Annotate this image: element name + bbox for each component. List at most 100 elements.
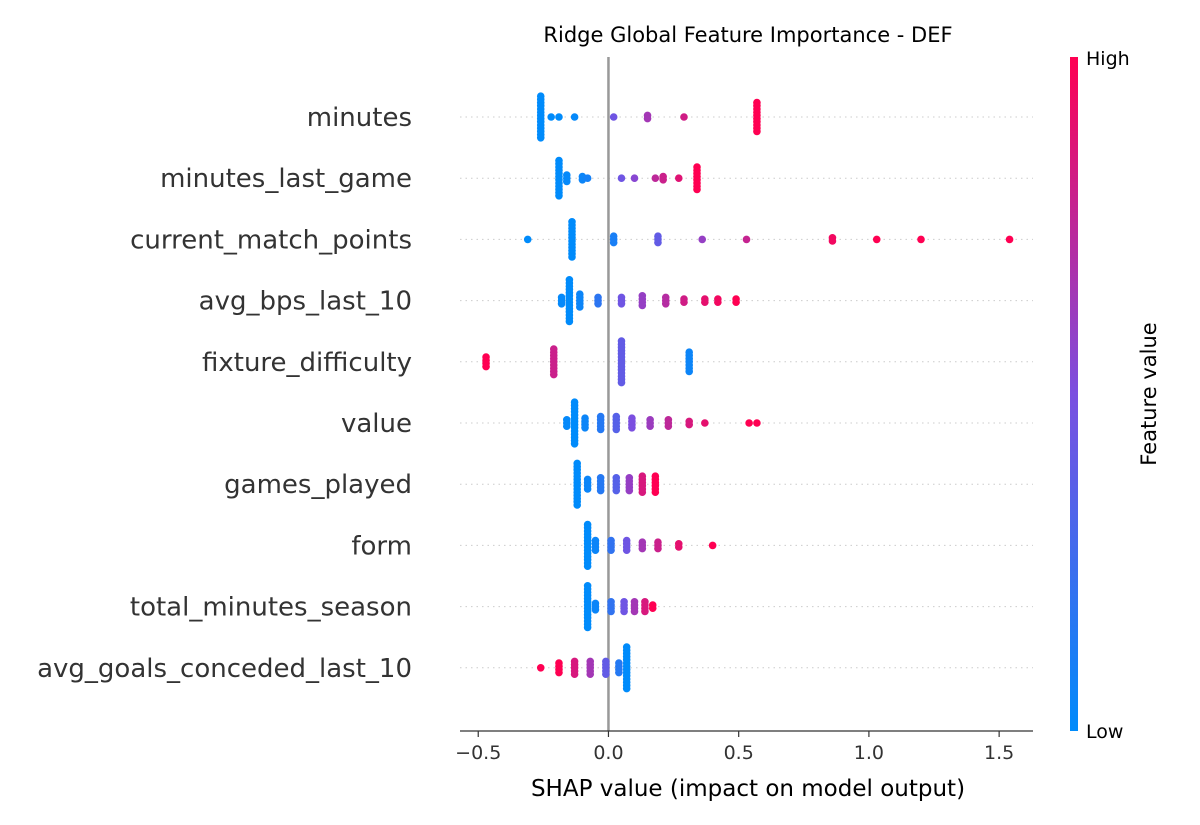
- shap-point: [557, 300, 566, 308]
- feature-label: minutes: [307, 103, 412, 133]
- shap-point: [664, 422, 673, 431]
- shap-point: [573, 501, 581, 509]
- shap-point: [523, 235, 532, 244]
- shap-point: [562, 422, 571, 431]
- shap-point: [596, 425, 605, 434]
- shap-point: [555, 113, 563, 121]
- shap-point: [753, 419, 761, 427]
- shap-point: [698, 235, 707, 244]
- shap-point: [622, 684, 631, 693]
- shap-point: [674, 543, 683, 551]
- shap-point: [583, 485, 592, 493]
- shap-point: [641, 607, 649, 616]
- x-tick-label: 0.5: [724, 742, 754, 764]
- shap-point: [591, 606, 600, 614]
- feature-label: total_minutes_season: [130, 593, 412, 623]
- shap-point: [628, 424, 636, 432]
- colorbar-high-label: High: [1086, 48, 1130, 70]
- shap-point: [609, 238, 618, 247]
- shap-point: [549, 370, 558, 379]
- shap-point: [638, 544, 647, 553]
- shap-point: [615, 668, 623, 677]
- shap-point: [643, 114, 652, 123]
- colorbar-gradient: [1070, 57, 1078, 731]
- feature-labels: minutes minutes_last_game current_match_po…: [37, 103, 412, 684]
- shap-point: [570, 670, 579, 678]
- shap-point: [562, 177, 571, 186]
- shap-point: [648, 604, 657, 612]
- shap-point: [917, 235, 925, 244]
- shap-point: [654, 544, 662, 553]
- shap-point: [625, 486, 634, 495]
- shap-point: [732, 298, 740, 307]
- shap-point: [661, 300, 670, 308]
- shap-point: [570, 440, 579, 448]
- shap-point: [659, 176, 667, 184]
- shap-point: [654, 238, 662, 247]
- shap-point: [568, 253, 576, 261]
- shap-point: [708, 541, 717, 550]
- shap-point: [565, 317, 574, 326]
- x-axis-title: SHAP value (impact on model output): [531, 776, 965, 802]
- x-axis-ticks: −0.5 0.0 0.5 1.0 1.5: [455, 731, 1014, 764]
- colorbar-low-label: Low: [1086, 721, 1123, 743]
- shap-point: [617, 174, 626, 182]
- shap-point: [596, 486, 605, 495]
- shap-point: [555, 192, 563, 200]
- shap-point: [594, 300, 602, 308]
- shap-point: [591, 546, 600, 554]
- shap-point: [602, 670, 610, 678]
- shap-point: [693, 185, 701, 194]
- shap-point: [536, 664, 545, 672]
- shap-point: [646, 422, 654, 431]
- shap-point: [651, 488, 660, 497]
- feature-label: avg_goals_conceded_last_10: [37, 654, 412, 684]
- shap-point: [680, 298, 688, 307]
- shap-point: [620, 607, 628, 616]
- feature-label: current_match_points: [130, 225, 412, 255]
- shap-point: [583, 623, 592, 632]
- shap-point: [612, 486, 621, 495]
- feature-label: games_played: [224, 470, 412, 500]
- shap-point: [638, 488, 647, 497]
- shap-point: [583, 174, 592, 182]
- shap-point: [638, 301, 647, 310]
- shap-point: [701, 419, 709, 427]
- shap-point: [1005, 235, 1014, 244]
- shap-point: [674, 174, 683, 182]
- shap-point: [872, 235, 881, 244]
- shap-point: [612, 425, 621, 434]
- x-tick-label: −0.5: [455, 742, 501, 764]
- x-tick-label: 0.0: [593, 742, 623, 764]
- shap-point: [742, 235, 751, 244]
- feature-label: avg_bps_last_10: [199, 287, 412, 317]
- feature-label: fixture_difficulty: [202, 348, 412, 378]
- shap-point: [685, 420, 693, 429]
- shap-point: [536, 134, 545, 142]
- feature-label: minutes_last_game: [160, 164, 412, 194]
- x-tick-label: 1.5: [984, 742, 1014, 764]
- shap-point: [630, 607, 639, 616]
- shap-point: [714, 298, 722, 307]
- shap-point: [570, 113, 579, 121]
- shap-point: [828, 237, 837, 245]
- shap-point: [701, 298, 709, 307]
- shap-point: [576, 303, 584, 311]
- shap-point: [586, 670, 595, 678]
- chart-title: Ridge Global Feature Importance - DEF: [543, 23, 952, 47]
- shap-point: [617, 300, 626, 308]
- shap-point: [547, 113, 555, 121]
- shap-point: [753, 127, 761, 136]
- shap-point: [609, 113, 618, 121]
- colorbar: High Low Feature value: [1070, 48, 1161, 743]
- feature-label: value: [341, 409, 412, 439]
- shap-point: [651, 174, 660, 182]
- shap-points: [482, 92, 1014, 693]
- shap-point: [607, 546, 615, 554]
- shap-point: [680, 113, 688, 121]
- shap-point: [617, 378, 626, 387]
- shap-point: [607, 607, 615, 616]
- shap-point: [581, 424, 589, 432]
- shap-point: [745, 419, 753, 427]
